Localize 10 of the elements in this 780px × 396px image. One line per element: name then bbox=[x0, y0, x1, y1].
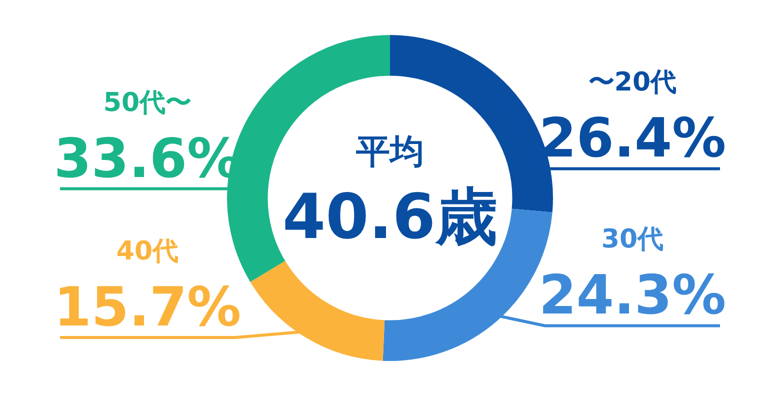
slice-label: 30代 bbox=[601, 224, 664, 255]
data-label: 24.3% bbox=[538, 264, 726, 327]
data-label: 26.4% bbox=[538, 106, 726, 170]
data-label: 33.6% bbox=[54, 126, 242, 190]
text: 40.6歳 bbox=[282, 180, 498, 253]
data-label: 15.7% bbox=[54, 276, 242, 339]
slice-label: 50代〜 bbox=[103, 88, 192, 118]
text: 平均 bbox=[355, 132, 424, 172]
slice-label: 〜20代 bbox=[588, 68, 677, 98]
slice-label: 40代 bbox=[116, 236, 179, 267]
